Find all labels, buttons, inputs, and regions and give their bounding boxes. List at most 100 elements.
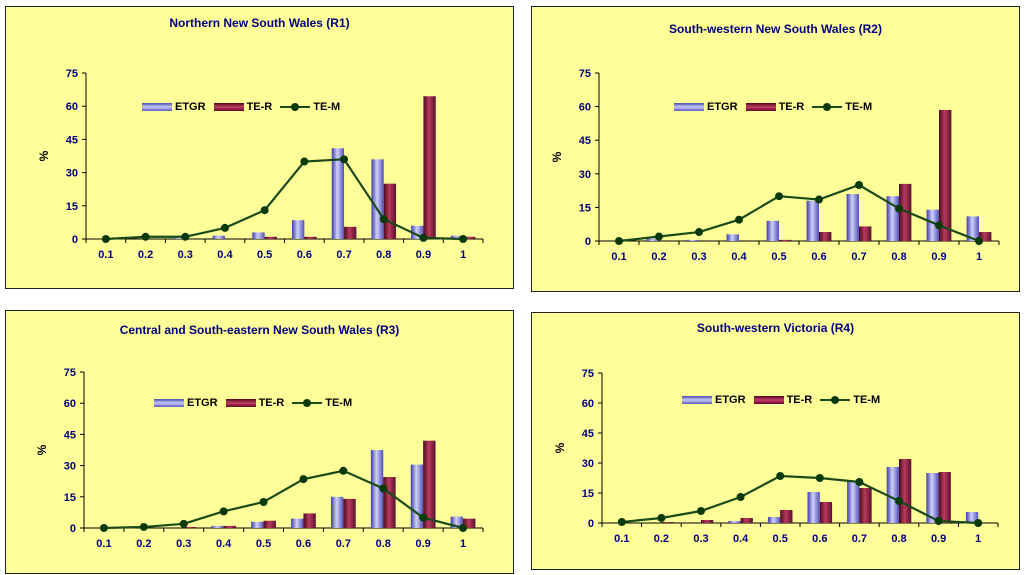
- x-tick-label: 0.8: [376, 538, 391, 550]
- bar-ter: [661, 522, 674, 523]
- point-tem: [220, 223, 229, 232]
- y-tick-label: 60: [64, 398, 76, 410]
- y-tick-label: 60: [66, 101, 78, 113]
- bar-ter: [183, 526, 197, 528]
- legend-etgr-swatch: [674, 103, 704, 111]
- chart-title: Northern New South Wales (R1): [169, 16, 350, 30]
- chart-panel-r1: Northern New South Wales (R1) ETGR TE-R …: [5, 6, 514, 289]
- bar-etgr: [212, 235, 225, 239]
- bar-etgr: [450, 235, 464, 239]
- chart-plot: 0 15 30 45 60 75% 0.1 0.2 0.3 0.4 0.5 0.6 0.7 0.8 0.9 1: [37, 68, 484, 261]
- point-tem: [459, 524, 468, 532]
- y-tick-label: 0: [585, 236, 591, 248]
- point-tem: [775, 192, 783, 201]
- x-tick-label: 0.4: [733, 533, 749, 545]
- legend-etgr-label: ETGR: [187, 397, 218, 409]
- legend-tem-label: TE-M: [853, 394, 881, 406]
- legend-tem-label: TE-M: [313, 101, 341, 113]
- legend: ETGR TE-R TE-M: [682, 394, 880, 406]
- x-tick-label: 0.7: [851, 251, 866, 263]
- bar-ter: [780, 510, 793, 523]
- point-tem: [259, 498, 268, 506]
- x-tick-label: 0.1: [611, 251, 626, 263]
- point-tem: [615, 237, 623, 245]
- bar-etgr: [846, 193, 859, 241]
- bar-ter: [938, 472, 951, 523]
- legend-ter: TE-R: [745, 101, 804, 113]
- legend-tem-swatch: [812, 102, 843, 112]
- bar-ter: [304, 236, 317, 239]
- y-tick-label: 45: [64, 429, 76, 441]
- x-tick-label: 0.6: [811, 251, 826, 263]
- y-tick-label: 15: [64, 492, 76, 504]
- x-tick-label: 0.7: [852, 533, 867, 545]
- legend-etgr: ETGR: [682, 394, 746, 406]
- x-tick-label: 0.6: [812, 533, 827, 545]
- x-tick-label: 0.1: [98, 249, 113, 261]
- y-tick-label: 30: [582, 458, 594, 470]
- y-axis-label: %: [553, 442, 567, 453]
- bar-ter: [740, 518, 753, 523]
- point-tem: [459, 235, 468, 243]
- bar-etgr: [966, 216, 979, 241]
- x-tick-label: 0.7: [336, 249, 351, 261]
- bar-etgr: [965, 512, 979, 523]
- point-tem: [776, 472, 785, 480]
- series-line-tem: [618, 183, 980, 243]
- y-axis-label: %: [550, 151, 564, 162]
- y-tick-label: 30: [66, 168, 78, 180]
- bar-ter: [939, 109, 952, 242]
- chart-panel-r4: South-western Victoria (R4) ETGR TE-R TE…: [531, 312, 1020, 570]
- bar-etgr: [767, 517, 781, 523]
- point-tem: [855, 478, 864, 486]
- point-tem: [340, 155, 349, 164]
- bar-etgr: [728, 521, 741, 523]
- legend-ter-label: TE-R: [258, 397, 285, 409]
- point-tem: [419, 233, 428, 242]
- legend-ter-swatch: [753, 396, 784, 404]
- chart-panel-r2: South-western New South Wales (R2) ETGR …: [531, 6, 1020, 292]
- bar-ter: [779, 239, 792, 241]
- bar-etgr: [331, 148, 345, 239]
- x-tick-label: 0.4: [731, 251, 747, 263]
- y-axis-label: %: [35, 444, 49, 455]
- legend-ter: TE-R: [225, 397, 285, 409]
- x-tick-label: 0.4: [217, 249, 233, 261]
- legend-etgr-swatch: [682, 396, 712, 404]
- point-tem: [181, 232, 190, 241]
- bar-etgr: [330, 496, 344, 528]
- bar-ter: [701, 520, 714, 523]
- chart-title: South-western Victoria (R4): [696, 321, 855, 335]
- x-tick-label: 0.6: [297, 249, 312, 261]
- legend-etgr: ETGR: [674, 101, 738, 113]
- bar-etgr: [252, 232, 265, 239]
- series-line-tem: [103, 469, 464, 530]
- bar-etgr: [926, 473, 939, 523]
- y-tick-label: 60: [582, 398, 594, 410]
- x-tick-label: 0.9: [931, 533, 946, 545]
- legend-tem: TE-M: [812, 101, 872, 113]
- x-tick-label: 0.2: [138, 249, 153, 261]
- x-tick-label: 0.2: [136, 538, 151, 550]
- bar-etgr: [806, 200, 819, 241]
- legend-ter-swatch: [225, 399, 256, 407]
- x-tick-label: 0.3: [178, 249, 193, 261]
- legend-ter-swatch: [745, 103, 776, 111]
- bar-ter: [423, 440, 436, 528]
- point-tem: [855, 181, 863, 189]
- point-tem: [379, 215, 388, 224]
- y-tick-label: 30: [64, 461, 76, 473]
- x-tick-label: 1: [975, 533, 981, 545]
- bar-ter: [263, 520, 276, 528]
- legend-etgr: ETGR: [142, 101, 206, 113]
- legend-ter: TE-R: [753, 394, 812, 406]
- x-tick-label: 1: [460, 538, 466, 550]
- point-tem: [179, 519, 188, 528]
- point-tem: [139, 522, 148, 531]
- point-tem: [697, 507, 705, 515]
- bar-etgr: [926, 209, 939, 241]
- legend: ETGR TE-R TE-M: [674, 101, 872, 113]
- legend-ter-swatch: [213, 103, 244, 111]
- legend: ETGR TE-R TE-M: [154, 397, 352, 409]
- point-tem: [339, 466, 348, 475]
